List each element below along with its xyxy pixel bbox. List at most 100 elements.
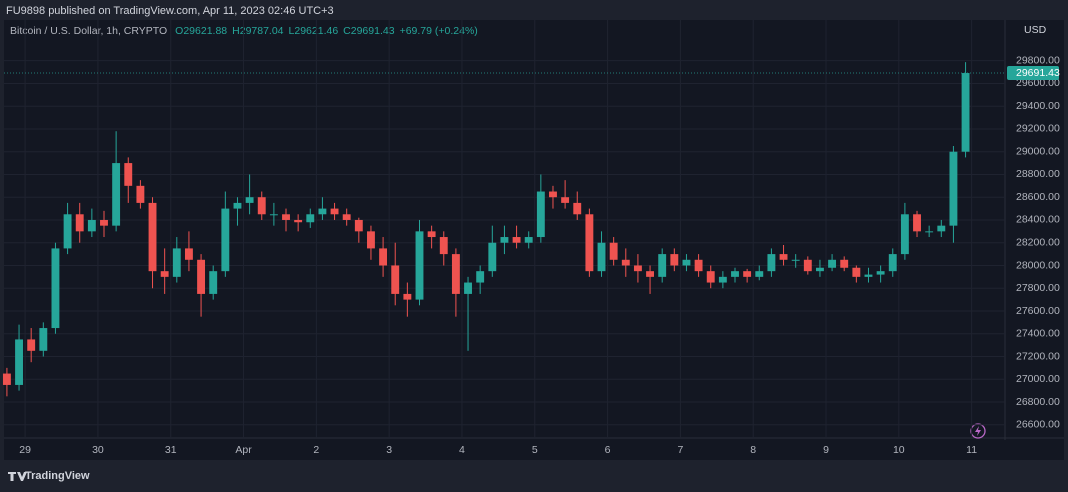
candle-body — [330, 208, 339, 215]
y-tick-label: 29000.00 — [1016, 145, 1060, 157]
candle-body — [245, 197, 254, 203]
y-tick-label: 29600.00 — [1016, 77, 1060, 89]
y-tick-label: 27600.00 — [1016, 305, 1060, 317]
candle-body — [658, 254, 667, 277]
candle-body — [464, 282, 472, 294]
candle-body — [585, 214, 594, 272]
candle-body — [124, 163, 133, 186]
candle-body — [597, 242, 606, 272]
y-tick-label: 26600.00 — [1016, 419, 1060, 431]
y-tick-label: 28400.00 — [1016, 214, 1060, 226]
lightning-bolt — [975, 426, 981, 436]
currency: USD — [1024, 24, 1047, 36]
y-tick-label: 29200.00 — [1016, 123, 1060, 135]
candle-body — [937, 225, 946, 232]
symbol: Bitcoin / U.S. Dollar, 1h, CRYPTO — [10, 25, 167, 37]
candle-body — [828, 259, 837, 268]
candle-body — [160, 271, 169, 277]
candle-body — [184, 248, 193, 260]
y-tick-label: 28200.00 — [1016, 237, 1060, 249]
candle-body — [415, 231, 424, 300]
candle-body — [112, 163, 121, 226]
candle-body — [39, 328, 48, 351]
candle-body — [682, 259, 691, 266]
x-tick-label: 7 — [677, 444, 683, 456]
candle-body — [87, 219, 96, 232]
candle-body — [100, 219, 108, 226]
x-tick-label: 29 — [19, 444, 31, 456]
publish-note: FU9898 published on TradingView.com, Apr… — [6, 5, 334, 17]
candle-body — [257, 197, 266, 215]
candle-body — [209, 271, 218, 294]
candle-body — [512, 237, 521, 243]
candle-body — [888, 254, 897, 272]
candle-body — [427, 231, 436, 238]
candle-body — [172, 248, 181, 277]
candle-body — [573, 202, 582, 215]
y-tick-label: 29800.00 — [1016, 54, 1060, 66]
x-tick-label: 10 — [893, 444, 905, 456]
chart-panel — [4, 20, 1064, 460]
candle-body — [269, 214, 278, 216]
candle-body — [476, 271, 485, 283]
candle-body — [63, 214, 72, 249]
x-tick-label: 4 — [459, 444, 465, 456]
candle-body — [791, 259, 800, 261]
x-tick-label: 5 — [532, 444, 538, 456]
x-tick-label: Apr — [235, 444, 252, 456]
candle-body — [136, 185, 145, 203]
x-tick-label: 6 — [605, 444, 611, 456]
candle-body — [803, 259, 812, 272]
candle-body — [925, 231, 934, 233]
candle-body — [876, 271, 885, 275]
candle-body — [743, 271, 752, 277]
candle-body — [549, 191, 557, 198]
candle-body — [694, 259, 703, 272]
ohlc-value: L29621.46 — [289, 25, 339, 37]
x-tick-label: 3 — [386, 444, 392, 456]
ohlc-value: O29621.88 — [175, 25, 227, 37]
candle-body — [755, 271, 764, 277]
candle-body — [524, 237, 533, 243]
candle-body — [306, 214, 315, 223]
candle-body — [670, 254, 679, 266]
last-price-label: 29691.43 — [1016, 67, 1060, 79]
candle-body — [2, 373, 11, 385]
candle-body — [731, 271, 739, 277]
candle-body — [949, 151, 958, 226]
candle-body — [561, 197, 570, 203]
candle-body — [379, 248, 388, 266]
y-tick-label: 26800.00 — [1016, 396, 1060, 408]
candle-body — [633, 265, 642, 272]
candle-body — [500, 237, 509, 243]
candle-body — [961, 73, 970, 152]
candle-body — [233, 202, 242, 209]
candle-body — [852, 267, 861, 277]
candle-body — [148, 202, 157, 272]
candle-body — [609, 242, 618, 260]
candle-body — [439, 237, 448, 255]
candle-body — [15, 339, 23, 385]
y-tick-label: 27800.00 — [1016, 282, 1060, 294]
ohlc-value: H29787.04 — [232, 25, 284, 37]
y-tick-label: 28000.00 — [1016, 259, 1060, 271]
candle-body — [342, 214, 351, 220]
candle-body — [75, 214, 84, 232]
candle-body — [451, 254, 460, 294]
candle-body — [403, 293, 412, 300]
x-tick-label: 11 — [966, 444, 977, 456]
candle-body — [27, 339, 36, 351]
candle-body — [621, 259, 630, 266]
change: +69.79 (+0.24%) — [400, 25, 478, 37]
candle-body — [913, 214, 921, 232]
candle-body — [294, 219, 303, 223]
candle-body — [221, 208, 230, 272]
candle-body — [318, 208, 327, 215]
candle-body — [706, 271, 715, 283]
logo-text: TradingView — [25, 470, 90, 482]
x-tick-label: 30 — [92, 444, 104, 456]
lightning-icon[interactable] — [970, 423, 986, 439]
candle-body — [900, 214, 909, 255]
